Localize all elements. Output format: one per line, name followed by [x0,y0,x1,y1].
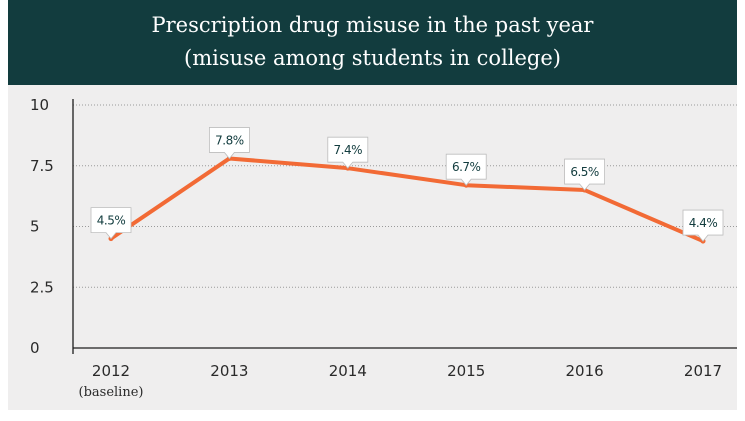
data-label: 7.4% [334,143,363,157]
data-label: 6.5% [570,165,599,179]
chart-header: Prescription drug misuse in the past yea… [8,0,737,85]
y-tick-label: 7.5 [30,157,54,175]
x-tick-label: 2014 [329,362,367,380]
y-tick-label: 10 [30,96,49,114]
series-line [109,156,705,244]
data-label-callout [327,136,369,169]
plot-area: 0 2.5 5 7.5 10 2012 (baseline) 2013 2014 2015 2016… [8,85,737,410]
data-label-callout [564,158,605,191]
chart-title-line2: (misuse among students in college) [184,46,561,70]
y-tick-label: 5 [30,218,40,236]
data-label: 6.7% [452,160,481,174]
data-label-callout [90,207,132,240]
x-tick-sublabel: (baseline) [79,385,144,400]
data-label-callout [445,153,487,186]
data-label-callout [209,127,250,160]
x-tick-label: 2012 [92,362,130,380]
y-tick-label: 2.5 [30,278,54,296]
x-tick-label: 2016 [566,362,604,380]
data-label: 4.4% [689,216,718,230]
x-tick-label: 2015 [447,362,485,380]
x-tick-label: 2013 [210,362,248,380]
data-label: 4.5% [97,214,126,228]
chart-title-line1: Prescription drug misuse in the past yea… [151,13,594,37]
data-label-callout [682,209,724,242]
y-tick-label: 0 [30,339,40,357]
x-tick-label: 2017 [684,362,722,380]
line-chart: 0 2.5 5 7.5 10 2012 (baseline) 2013 2014 2015 2016… [30,96,737,400]
data-label: 7.8% [215,133,244,147]
